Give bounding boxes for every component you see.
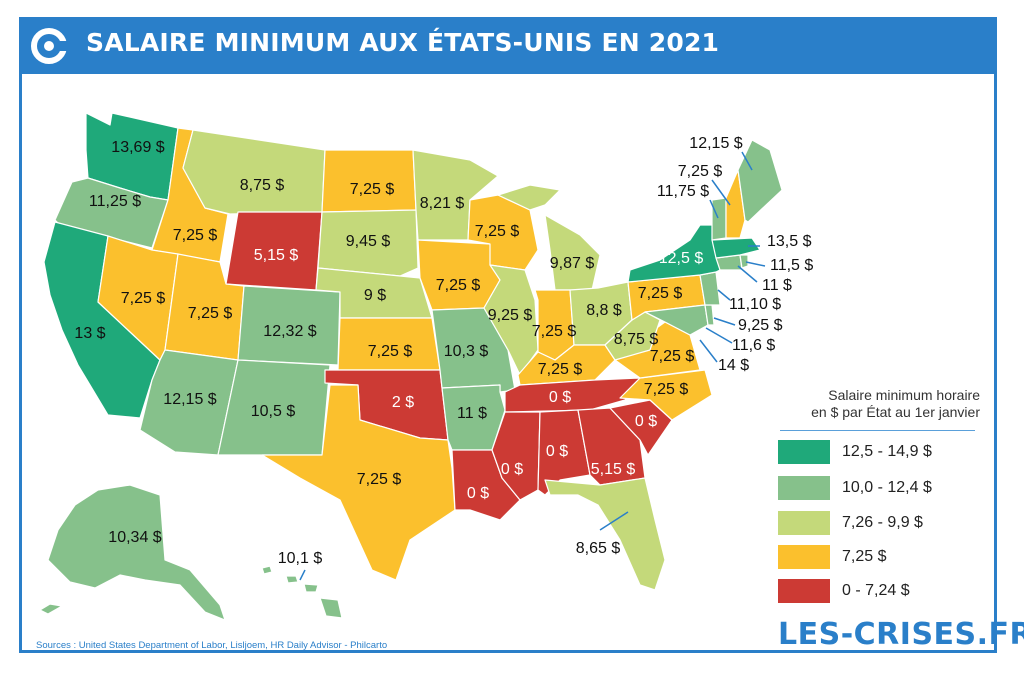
label-ia: 7,25 $ — [436, 277, 481, 294]
label-wv: 8,75 $ — [614, 331, 659, 348]
label-il: 9,25 $ — [488, 307, 533, 324]
label-de: 9,25 $ — [738, 317, 783, 334]
label-ny: 12,5 $ — [659, 250, 704, 267]
legend-divider — [780, 430, 975, 431]
legend-label: 12,5 - 14,9 $ — [842, 443, 932, 460]
legend-label: 7,25 $ — [842, 548, 887, 565]
les-crises-logo-icon — [30, 27, 68, 65]
label-wy: 5,15 $ — [254, 247, 299, 264]
label-sc: 0 $ — [635, 413, 657, 430]
state-ak-chain — [39, 603, 63, 615]
label-nc: 7,25 $ — [644, 381, 689, 398]
page-title: SALAIRE MINIMUM AUX ÉTATS-UNIS EN 2021 — [86, 28, 720, 57]
brand-logo[interactable]: LES-CRISES.FR — [778, 617, 1024, 652]
state-sd — [317, 209, 419, 277]
state-sc — [609, 399, 673, 456]
label-ri: 11,5 $ — [770, 257, 813, 274]
legend-item: 7,26 - 9,9 $ — [778, 511, 978, 537]
label-ok: 2 $ — [392, 394, 414, 411]
legend-title-line2: en $ par État au 1er janvier — [811, 404, 980, 420]
state-vt — [711, 197, 727, 241]
label-dc: 14 $ — [718, 357, 749, 374]
label-mo: 10,3 $ — [444, 343, 489, 360]
label-nv: 7,25 $ — [121, 290, 166, 307]
legend-label: 0 - 7,24 $ — [842, 582, 910, 599]
state-ri — [739, 254, 749, 269]
sources-note: Sources : United States Department of La… — [36, 640, 388, 651]
state-me — [737, 139, 783, 223]
label-or: 11,25 $ — [89, 193, 141, 210]
label-al: 0 $ — [546, 443, 568, 460]
legend-swatch — [778, 476, 830, 500]
label-oh: 8,8 $ — [586, 302, 622, 319]
label-ut: 7,25 $ — [188, 305, 233, 322]
state-ak — [47, 484, 226, 621]
state-hi-3 — [303, 583, 319, 593]
label-fl: 8,65 $ — [576, 540, 621, 557]
label-tx: 7,25 $ — [357, 471, 402, 488]
state-mt — [182, 129, 326, 215]
label-va: 7,25 $ — [650, 348, 695, 365]
label-ct: 11 $ — [762, 277, 792, 294]
legend-label: 10,0 - 12,4 $ — [842, 479, 932, 496]
state-hi-1 — [261, 565, 273, 575]
label-co: 12,32 $ — [263, 323, 316, 340]
label-nj: 11,10 $ — [729, 296, 781, 313]
label-ms: 0 $ — [501, 461, 523, 478]
label-nd: 7,25 $ — [350, 181, 395, 198]
label-mt: 8,75 $ — [240, 177, 285, 194]
legend-item: 12,5 - 14,9 $ — [778, 440, 978, 466]
legend-swatch — [778, 511, 830, 535]
label-ne: 9 $ — [364, 287, 386, 304]
label-pa: 7,25 $ — [638, 285, 683, 302]
label-me: 12,15 $ — [689, 135, 742, 152]
legend-swatch — [778, 440, 830, 464]
state-mi — [544, 214, 601, 291]
state-hi-2 — [285, 575, 299, 584]
label-wi: 7,25 $ — [475, 223, 520, 240]
label-tn: 0 $ — [549, 389, 571, 406]
label-in: 7,25 $ — [532, 323, 577, 340]
state-mi-up — [497, 184, 561, 211]
label-md: 11,6 $ — [732, 337, 775, 354]
state-ia — [417, 239, 501, 311]
legend-title: Salaire minimum horaire en $ par État au… — [780, 387, 980, 421]
label-mi: 9,87 $ — [550, 255, 595, 272]
label-ca: 13 $ — [74, 325, 105, 342]
legend-item: 7,25 $ — [778, 545, 978, 571]
label-vt: 11,75 $ — [657, 183, 709, 200]
state-md — [644, 304, 709, 336]
title-bar — [19, 17, 997, 74]
state-tx — [261, 384, 456, 581]
label-wa: 13,69 $ — [111, 139, 164, 156]
label-ar: 11 $ — [457, 405, 487, 422]
legend-item: 0 - 7,24 $ — [778, 579, 978, 605]
label-ks: 7,25 $ — [368, 343, 413, 360]
label-az: 12,15 $ — [163, 391, 216, 408]
label-hi: 10,1 $ — [278, 550, 323, 567]
label-ak: 10,34 $ — [108, 529, 161, 546]
legend-swatch — [778, 545, 830, 569]
state-hi-4 — [319, 597, 343, 619]
legend-title-line1: Salaire minimum horaire — [828, 387, 980, 403]
label-id: 7,25 $ — [173, 227, 218, 244]
label-ga: 5,15 $ — [591, 461, 636, 478]
label-nh: 7,25 $ — [678, 163, 723, 180]
label-ma: 13,5 $ — [767, 233, 812, 250]
state-ma — [711, 237, 761, 259]
label-mn: 8,21 $ — [420, 195, 465, 212]
label-sd: 9,45 $ — [346, 233, 391, 250]
label-nm: 10,5 $ — [251, 403, 296, 420]
legend-item: 10,0 - 12,4 $ — [778, 476, 978, 502]
label-ky: 7,25 $ — [538, 361, 583, 378]
legend-swatch — [778, 579, 830, 603]
legend-label: 7,26 - 9,9 $ — [842, 514, 923, 531]
label-la: 0 $ — [467, 485, 489, 502]
state-fl — [544, 477, 666, 591]
